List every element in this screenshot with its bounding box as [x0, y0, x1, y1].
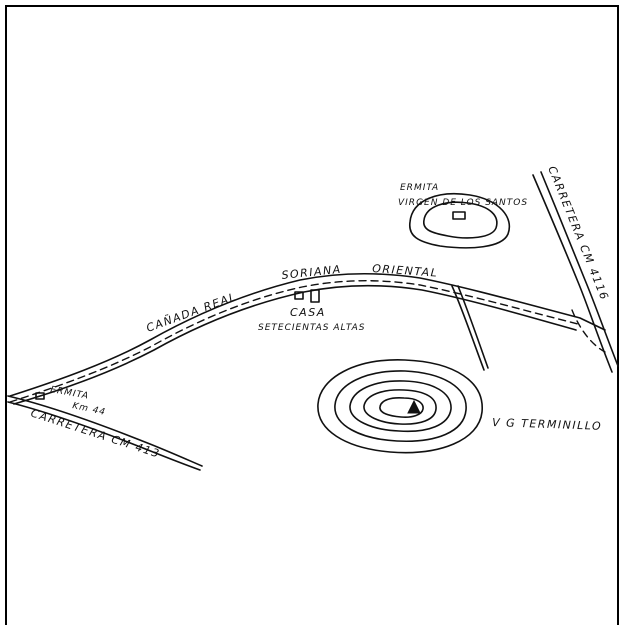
- carretera-cm-413: [7, 395, 203, 471]
- label-km: Km 44: [71, 401, 106, 418]
- ermita-hill-contours: [409, 192, 511, 249]
- label-vg-terminillo: V G TERMINILLO: [492, 416, 603, 433]
- side-track: [451, 285, 489, 371]
- label-canada-left: CAÑADA REAL: [145, 290, 239, 335]
- casa-building-icon: [294, 291, 304, 300]
- canada-real-road: [9, 272, 606, 405]
- ermita-left-building-icon: [35, 392, 45, 400]
- label-canada-right: ORIENTAL: [372, 262, 439, 280]
- label-casa-name: SETECIENTAS ALTAS: [258, 323, 365, 333]
- summit-triangle-icon: [407, 399, 421, 414]
- label-ermita-top-name: VIRGEN DE LOS SANTOS: [398, 198, 528, 208]
- label-casa: CASA: [290, 306, 326, 319]
- label-canada-mid: SORIANA: [281, 263, 342, 282]
- terminillo-contours: [317, 359, 483, 454]
- carretera-cm-4116: [532, 171, 619, 373]
- label-ermita-top: ERMITA: [400, 183, 439, 193]
- map-frame: [5, 5, 619, 625]
- casa-building-icon: [310, 289, 320, 303]
- label-ermita-left: ERMITA: [49, 385, 89, 402]
- casa-buildings: [294, 289, 320, 303]
- ermita-building-icon: [452, 211, 466, 220]
